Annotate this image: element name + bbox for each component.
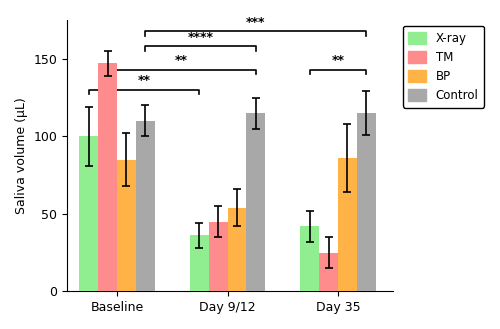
Y-axis label: Saliva volume (μL): Saliva volume (μL) bbox=[15, 97, 28, 214]
Text: **: ** bbox=[175, 54, 188, 67]
Text: **: ** bbox=[138, 74, 150, 88]
Bar bbox=[300, 226, 320, 291]
Text: ***: *** bbox=[246, 15, 266, 29]
Bar bbox=[246, 113, 265, 291]
Text: **: ** bbox=[332, 54, 344, 67]
Text: ****: **** bbox=[188, 31, 214, 44]
Bar bbox=[357, 113, 376, 291]
Bar bbox=[338, 158, 357, 291]
Bar bbox=[136, 121, 154, 291]
Bar bbox=[228, 208, 246, 291]
Bar bbox=[320, 253, 338, 291]
Legend: X-ray, TM, BP, Control: X-ray, TM, BP, Control bbox=[402, 26, 484, 108]
Bar bbox=[190, 236, 208, 291]
Bar bbox=[98, 63, 117, 291]
Bar bbox=[208, 221, 228, 291]
Bar bbox=[117, 160, 136, 291]
Bar bbox=[80, 136, 98, 291]
